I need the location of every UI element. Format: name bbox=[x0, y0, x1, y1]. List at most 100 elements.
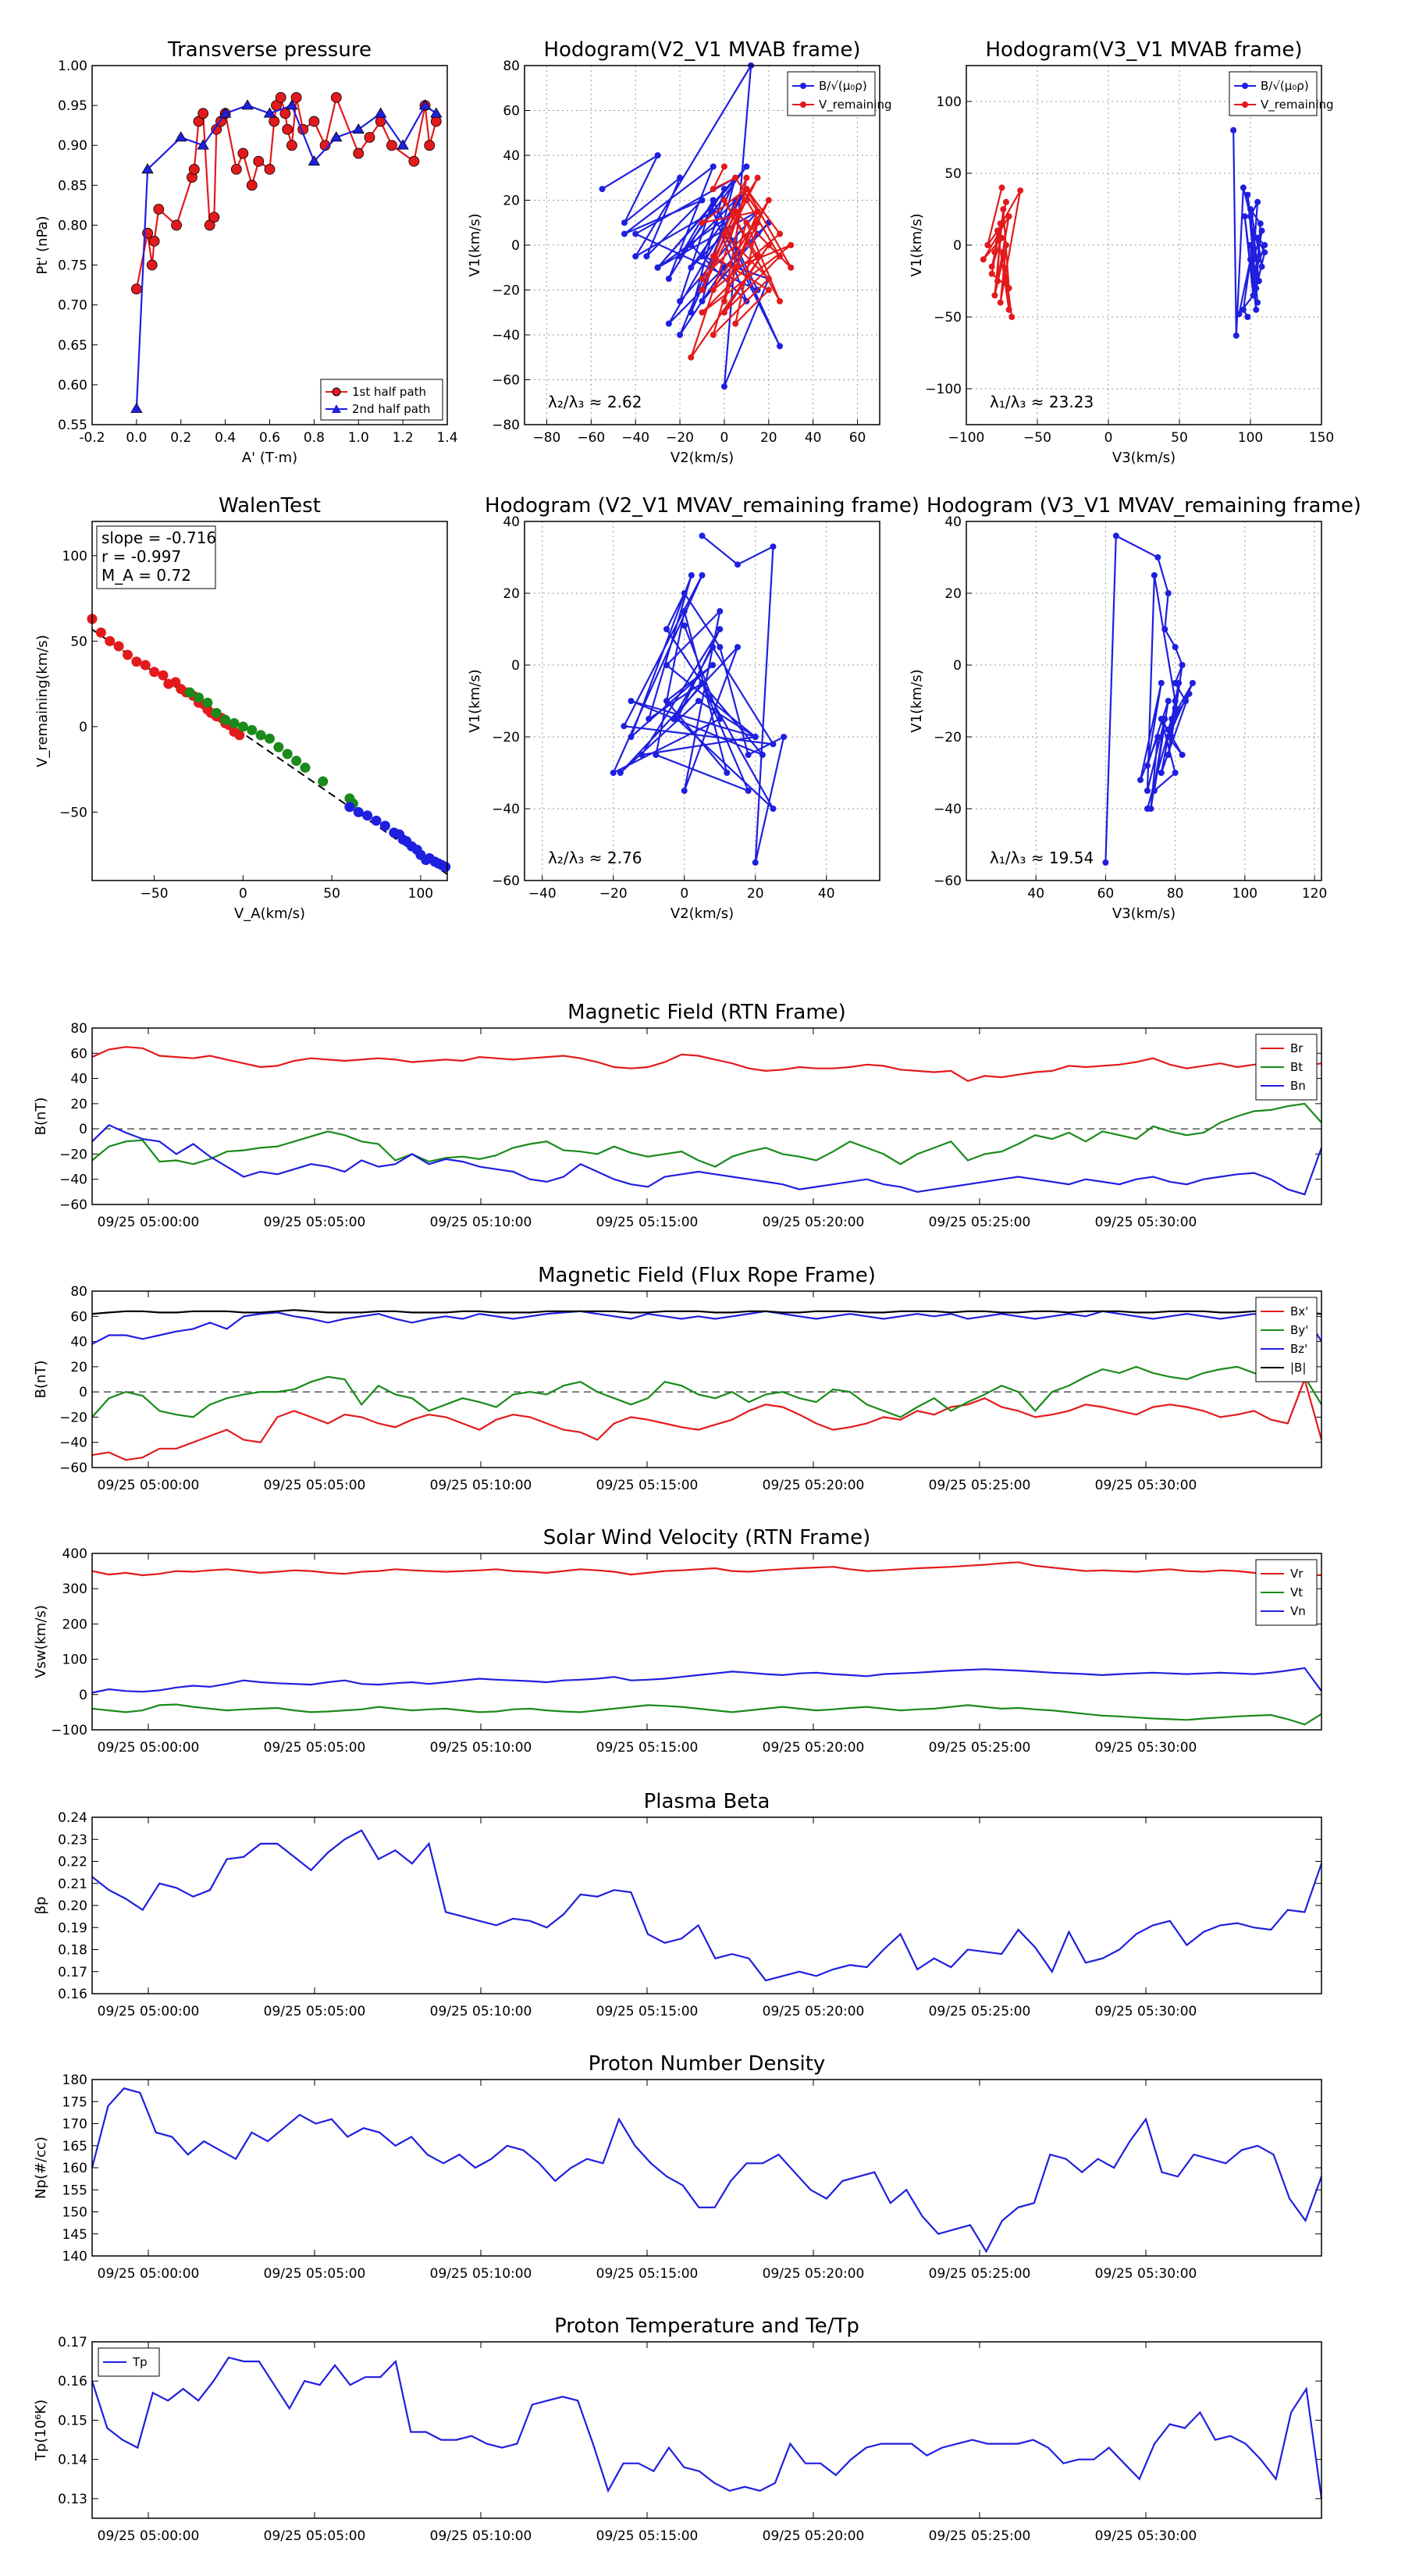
data-point bbox=[1247, 213, 1254, 220]
y-tick-label: −40 bbox=[492, 328, 520, 343]
data-point bbox=[710, 662, 717, 668]
x-tick-label: 1.2 bbox=[393, 430, 414, 446]
y-tick-label: −40 bbox=[59, 1436, 87, 1451]
y-tick-label: 165 bbox=[62, 2139, 87, 2154]
data-point bbox=[754, 253, 761, 260]
data-point bbox=[1230, 126, 1237, 133]
series-green bbox=[184, 687, 358, 809]
legend-label: B/√(μ₀ρ) bbox=[819, 79, 867, 93]
data-point bbox=[237, 721, 248, 732]
legend-label: 1st half path bbox=[352, 385, 426, 399]
data-point bbox=[1102, 859, 1109, 866]
data-point bbox=[1189, 680, 1196, 686]
legend-label: Vt bbox=[1290, 1585, 1303, 1599]
data-point bbox=[621, 219, 628, 226]
data-point bbox=[681, 608, 688, 614]
legend-marker bbox=[1242, 101, 1248, 108]
stats-line: M_A = 0.72 bbox=[101, 566, 191, 585]
data-point bbox=[770, 543, 777, 550]
time-tick-label: 09/25 05:10:00 bbox=[430, 2004, 532, 2019]
data-point bbox=[765, 286, 772, 294]
time-tick-label: 09/25 05:15:00 bbox=[596, 2528, 699, 2544]
time-tick-label: 09/25 05:20:00 bbox=[763, 1215, 865, 1230]
y-tick-label: −100 bbox=[925, 382, 962, 397]
data-point bbox=[654, 152, 661, 158]
data-point bbox=[1144, 806, 1151, 812]
data-point bbox=[253, 155, 265, 167]
data-point bbox=[717, 608, 724, 614]
plot-frame bbox=[966, 521, 1322, 881]
data-point bbox=[282, 123, 293, 135]
y-tick-label: 100 bbox=[62, 1653, 87, 1668]
y-tick-label: 0.65 bbox=[58, 338, 87, 354]
plot-frame bbox=[91, 65, 448, 425]
stats-frame bbox=[96, 525, 216, 589]
stats-line: slope = -0.716 bbox=[101, 528, 216, 547]
chart-title: Transverse pressure bbox=[167, 38, 372, 62]
legend-label: V_remaining bbox=[1261, 98, 1334, 112]
series-line-vt bbox=[91, 1703, 1322, 1726]
time-tick-label: 09/25 05:30:00 bbox=[1095, 2528, 1197, 2544]
x-tick-label: 100 bbox=[408, 886, 433, 902]
data-point bbox=[1005, 285, 1012, 292]
data-point bbox=[980, 256, 987, 263]
data-point bbox=[743, 197, 750, 204]
chart-pt: Transverse pressure -0.2 0.0 0.2 0.4 0.6 0.8 1.… bbox=[34, 38, 458, 466]
data-point bbox=[788, 242, 795, 248]
series-b- bbox=[1230, 126, 1268, 339]
data-point bbox=[735, 561, 741, 568]
data-point bbox=[777, 297, 784, 304]
legend-label: Vr bbox=[1290, 1567, 1304, 1581]
time-tick-label: 09/25 05:00:00 bbox=[98, 2528, 200, 2544]
data-point bbox=[1172, 644, 1179, 650]
chart-vsw: Solar Wind Velocity (RTN Frame) 09/25 05:… bbox=[33, 1526, 1322, 1756]
time-tick-label: 09/25 05:25:00 bbox=[929, 1478, 1031, 1493]
x-tick-label: 1.4 bbox=[436, 430, 457, 446]
y-axis-label: V1(km/s) bbox=[467, 669, 483, 732]
data-point bbox=[988, 263, 995, 270]
series-blue bbox=[344, 802, 451, 872]
data-point bbox=[1137, 777, 1144, 784]
data-point bbox=[300, 762, 311, 773]
data-point bbox=[197, 139, 209, 150]
y-axis-label: βp bbox=[33, 1897, 49, 1915]
data-point bbox=[663, 698, 670, 704]
data-point bbox=[788, 264, 795, 271]
legend: 1st half path 2nd half path bbox=[320, 379, 443, 421]
data-point bbox=[610, 770, 617, 776]
data-point bbox=[1000, 206, 1007, 212]
x-tick-label: 0 bbox=[720, 430, 729, 446]
chart-bfr: Magnetic Field (Flux Rope Frame) 09/25 05… bbox=[33, 1264, 1323, 1493]
data-point bbox=[362, 810, 373, 821]
x-tick-label: −60 bbox=[577, 430, 605, 446]
y-tick-label: 0.13 bbox=[58, 2492, 87, 2507]
chart-title: Magnetic Field (RTN Frame) bbox=[567, 1001, 846, 1024]
data-point bbox=[695, 698, 702, 704]
data-point bbox=[720, 197, 727, 204]
y-axis-label: Tp(10⁶K) bbox=[33, 2400, 49, 2461]
series-line bbox=[982, 187, 1022, 318]
data-point bbox=[745, 752, 752, 758]
y-axis-label: V1(km/s) bbox=[467, 213, 483, 276]
data-point bbox=[1151, 788, 1158, 794]
chart-brtn: Magnetic Field (RTN Frame) 09/25 05:00:00… bbox=[33, 1001, 1323, 1230]
x-axis-label: V2(km/s) bbox=[670, 906, 734, 922]
data-point bbox=[1172, 698, 1179, 704]
data-point bbox=[229, 717, 240, 728]
data-point bbox=[984, 242, 991, 248]
data-point bbox=[710, 644, 717, 650]
time-tick-label: 09/25 05:30:00 bbox=[1095, 2266, 1197, 2282]
y-tick-label: 0.75 bbox=[58, 258, 87, 274]
data-point bbox=[720, 186, 727, 193]
x-tick-label: −40 bbox=[528, 886, 557, 902]
data-point bbox=[241, 99, 254, 110]
data-point bbox=[765, 242, 772, 248]
data-point bbox=[146, 259, 158, 271]
series-line-bx bbox=[91, 1376, 1323, 1461]
data-point bbox=[211, 707, 222, 718]
data-point bbox=[1112, 532, 1119, 539]
legend-label: V_remaining bbox=[819, 98, 892, 112]
data-point bbox=[418, 99, 432, 110]
data-point bbox=[130, 402, 143, 413]
data-point bbox=[699, 253, 706, 260]
